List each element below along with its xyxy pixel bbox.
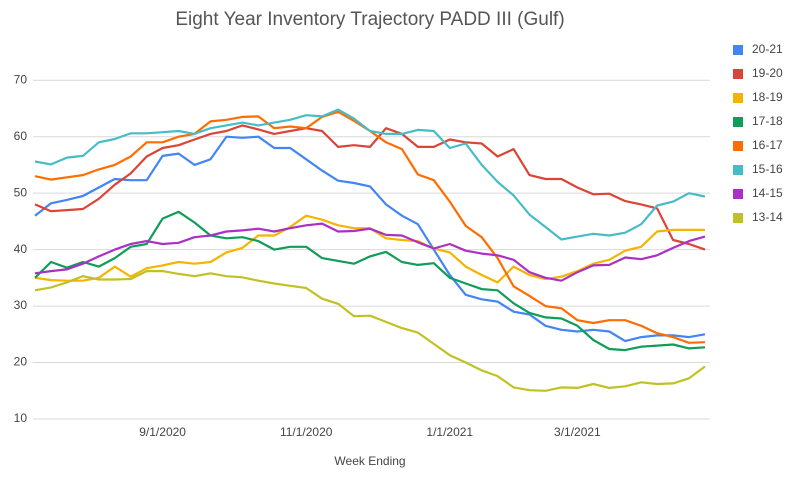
y-tick-label: 50 bbox=[14, 185, 28, 199]
legend-label: 19-20 bbox=[752, 66, 783, 80]
legend-label: 13-14 bbox=[752, 210, 783, 224]
legend-label: 17-18 bbox=[752, 114, 783, 128]
legend-label: 20-21 bbox=[752, 42, 783, 56]
y-tick-label: 20 bbox=[14, 355, 28, 369]
y-tick-label: 70 bbox=[14, 72, 28, 86]
y-tick-label: 30 bbox=[14, 298, 28, 312]
legend-label: 14-15 bbox=[752, 186, 783, 200]
legend-swatch bbox=[733, 165, 743, 175]
chart-title: Eight Year Inventory Trajectory PADD III… bbox=[175, 9, 564, 30]
legend-swatch bbox=[733, 213, 743, 223]
x-tick-label: 3/1/2021 bbox=[554, 425, 601, 439]
legend-label: 16-17 bbox=[752, 138, 783, 152]
legend-swatch bbox=[733, 117, 743, 127]
series-line bbox=[34, 270, 706, 392]
legend-swatch bbox=[733, 69, 743, 79]
series-line bbox=[34, 108, 706, 241]
x-tick-label: 1/1/2021 bbox=[426, 425, 473, 439]
legend-label: 15-16 bbox=[752, 162, 783, 176]
series-line bbox=[34, 210, 706, 352]
series-line bbox=[34, 124, 706, 251]
legend-swatch bbox=[733, 45, 743, 55]
legend-swatch bbox=[733, 189, 743, 199]
series-line bbox=[34, 222, 706, 282]
legend-swatch bbox=[733, 93, 743, 103]
y-tick-label: 40 bbox=[14, 242, 28, 256]
x-tick-label: 9/1/2020 bbox=[139, 425, 186, 439]
legend-swatch bbox=[733, 141, 743, 151]
series-line bbox=[34, 214, 705, 284]
y-tick-label: 10 bbox=[14, 411, 28, 425]
series-line bbox=[34, 135, 706, 343]
y-tick-label: 60 bbox=[14, 129, 28, 143]
x-axis-label: Week Ending bbox=[334, 454, 405, 468]
x-tick-label: 11/1/2020 bbox=[280, 425, 333, 439]
legend-label: 18-19 bbox=[752, 90, 783, 104]
